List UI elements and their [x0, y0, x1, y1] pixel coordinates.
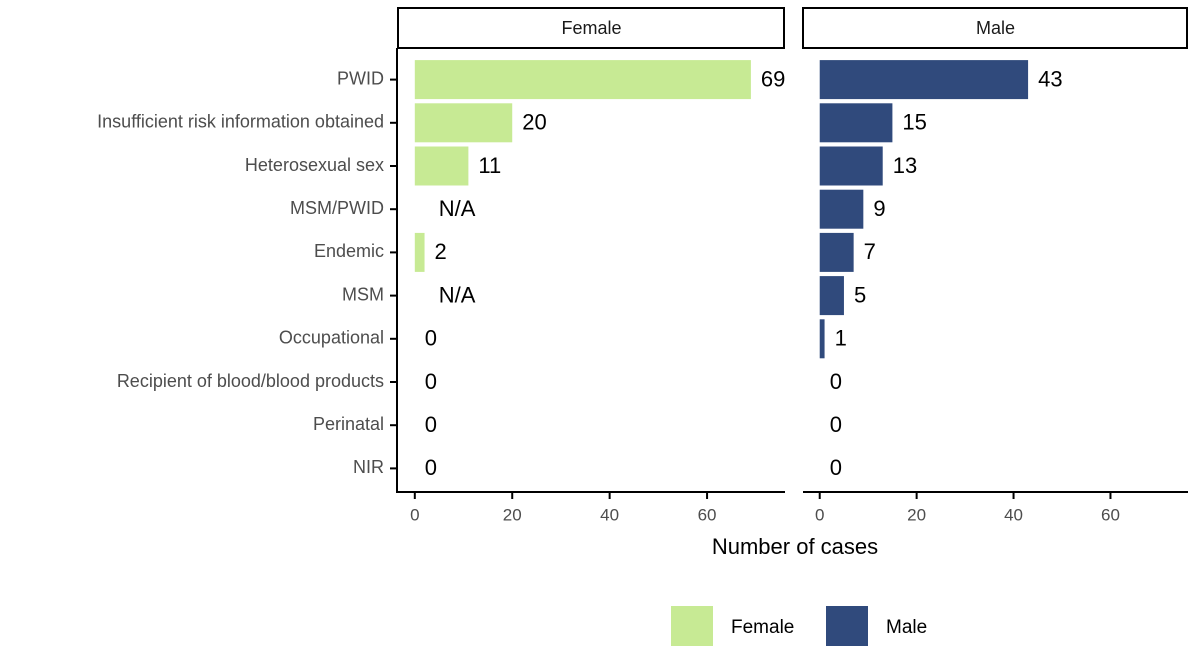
facet-label: Male — [976, 18, 1015, 38]
data-label: 20 — [522, 110, 546, 135]
y-tick-label: MSM/PWID — [290, 198, 384, 218]
y-tick-label: NIR — [353, 457, 384, 477]
bar — [819, 232, 854, 272]
data-label: 1 — [835, 326, 847, 351]
legend-label: Female — [731, 617, 794, 638]
data-label: 5 — [854, 282, 866, 307]
data-label: 0 — [425, 455, 437, 480]
data-label: 15 — [902, 110, 926, 135]
y-tick-label: Perinatal — [313, 414, 384, 434]
data-label: 13 — [893, 153, 917, 178]
facet-strip — [397, 7, 785, 49]
data-label: 43 — [1038, 66, 1062, 91]
legend-label: Male — [886, 617, 927, 638]
y-tick-label: Occupational — [279, 328, 384, 348]
bar — [819, 146, 883, 186]
data-label: N/A — [439, 282, 476, 307]
y-tick-label: Endemic — [314, 241, 384, 261]
bar — [414, 60, 751, 100]
data-label: 69 — [761, 66, 785, 91]
data-label: 11 — [478, 153, 501, 178]
x-tick-label: 0 — [815, 505, 824, 524]
data-label: N/A — [439, 196, 476, 221]
data-label: 0 — [830, 369, 842, 394]
y-tick-label: MSM — [342, 284, 384, 304]
y-tick-label: Insufficient risk information obtained — [97, 112, 384, 132]
bar — [819, 60, 1029, 100]
data-label: 0 — [830, 412, 842, 437]
facet-label: Female — [561, 18, 621, 38]
data-label: 9 — [873, 196, 885, 221]
data-label: 7 — [864, 239, 876, 264]
x-tick-label: 40 — [600, 505, 619, 524]
x-tick-label: 60 — [1101, 505, 1120, 524]
data-label: 2 — [435, 239, 447, 264]
x-tick-label: 60 — [698, 505, 717, 524]
data-label: 0 — [425, 369, 437, 394]
bar — [414, 232, 425, 272]
x-tick-label: 0 — [410, 505, 419, 524]
bar — [414, 103, 513, 143]
data-label: 0 — [830, 455, 842, 480]
bar — [819, 276, 844, 316]
legend-swatch — [826, 606, 868, 646]
data-label: 0 — [425, 412, 437, 437]
data-label: 0 — [425, 326, 437, 351]
x-tick-label: 20 — [907, 505, 926, 524]
bar — [819, 319, 825, 359]
x-axis-title: Number of cases — [712, 534, 878, 559]
bar — [819, 103, 893, 143]
x-tick-label: 40 — [1004, 505, 1023, 524]
y-tick-label: Recipient of blood/blood products — [117, 371, 384, 391]
bar — [414, 146, 469, 186]
bar — [819, 189, 864, 229]
x-tick-label: 20 — [503, 505, 522, 524]
facet-strip — [802, 7, 1188, 49]
y-tick-label: Heterosexual sex — [245, 155, 384, 175]
legend-swatch — [671, 606, 713, 646]
y-tick-label: PWID — [337, 68, 384, 88]
